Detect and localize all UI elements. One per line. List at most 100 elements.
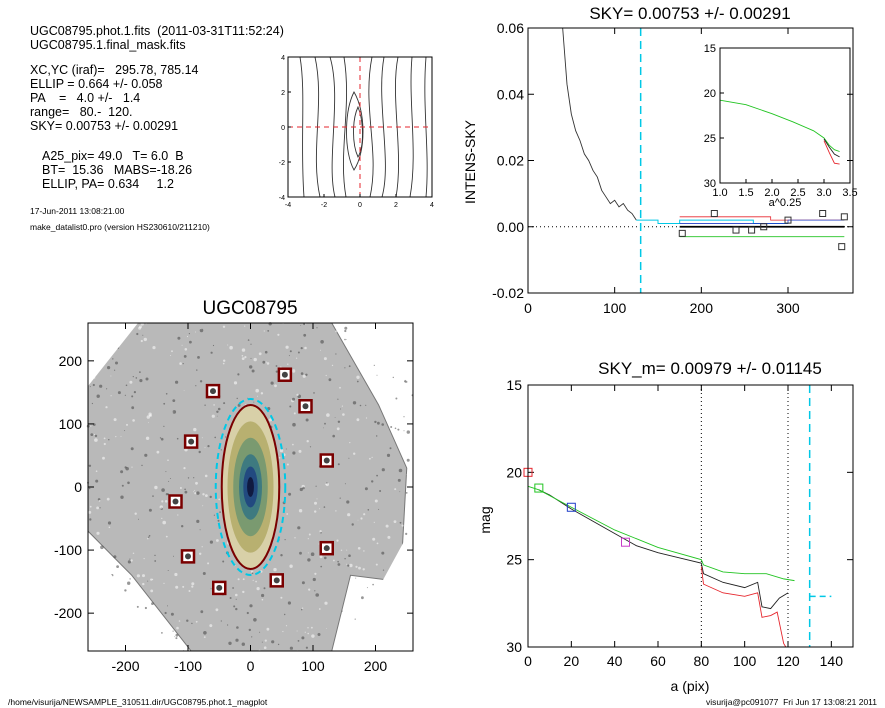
image-speckle <box>375 563 378 566</box>
image-speckle <box>186 335 189 338</box>
image-speckle <box>298 509 303 513</box>
image-speckle <box>147 538 149 540</box>
sky-ylabel: INTENS-SKY <box>462 119 478 204</box>
image-speckle <box>392 376 394 379</box>
image-star-core <box>188 438 195 445</box>
image-speckle <box>172 410 177 414</box>
image-speckle <box>167 605 168 607</box>
image-speckle <box>129 380 133 384</box>
image-speckle <box>251 369 255 373</box>
image-speckle <box>319 530 322 533</box>
image-speckle <box>154 485 158 490</box>
image-speckle <box>251 572 254 574</box>
image-speckle <box>365 417 368 419</box>
image-speckle <box>202 505 204 507</box>
image-speckle <box>129 558 131 560</box>
image-speckle <box>371 456 373 458</box>
image-galaxy-isophote <box>247 477 254 497</box>
image-speckle <box>334 417 336 418</box>
header-line-ellip-pa: ELLIP, PA= 0.634 1.2 <box>42 177 174 191</box>
image-speckle <box>367 509 370 511</box>
image-speckle <box>358 566 361 570</box>
image-speckle <box>106 559 108 561</box>
image-speckle <box>294 537 296 539</box>
image-speckle <box>121 484 124 487</box>
image-speckle <box>390 426 393 428</box>
image-speckle <box>95 470 98 472</box>
mag-xtick-label: 40 <box>607 653 623 669</box>
image-speckle <box>229 597 232 599</box>
image-speckle <box>147 602 150 605</box>
image-speckle <box>120 435 122 437</box>
image-speckle <box>344 483 346 485</box>
image-speckle <box>341 405 343 407</box>
image-speckle <box>103 437 106 440</box>
image-speckle <box>307 552 309 554</box>
image-speckle <box>385 524 389 528</box>
image-speckle <box>297 526 301 530</box>
contour-ytick-label: 4 <box>281 55 285 62</box>
image-speckle <box>210 588 212 590</box>
image-speckle <box>184 488 186 491</box>
image-speckle <box>184 348 188 351</box>
image-speckle <box>248 628 251 632</box>
image-speckle <box>177 514 179 516</box>
image-speckle <box>222 362 225 365</box>
image-speckle <box>274 384 277 388</box>
image-speckle <box>342 610 343 612</box>
image-speckle <box>301 607 304 609</box>
sky-ytick-label: 0.00 <box>497 219 524 235</box>
image-speckle <box>204 447 206 449</box>
image-speckle <box>315 485 317 487</box>
image-speckle <box>324 556 327 560</box>
image-speckle <box>124 394 126 396</box>
image-speckle <box>301 609 303 611</box>
image-speckle <box>197 356 200 359</box>
image-speckle <box>124 589 127 592</box>
image-speckle <box>399 491 401 493</box>
image-speckle <box>216 410 219 413</box>
image-speckle <box>355 577 357 579</box>
image-speckle <box>133 391 136 394</box>
contour-ticks: -4 -2 0 2 4 4 2 0 -2 -4 <box>279 55 434 209</box>
image-speckle <box>174 636 176 638</box>
image-speckle <box>148 508 152 512</box>
image-speckle <box>171 350 173 353</box>
image-speckle <box>236 626 239 629</box>
image-speckle <box>203 636 206 638</box>
image-speckle <box>307 558 311 562</box>
image-speckle <box>107 521 112 525</box>
image-ytick-label: 0 <box>74 479 82 495</box>
mag-xtick-label: 20 <box>564 653 580 669</box>
image-blank-corner <box>88 323 138 387</box>
image-speckle <box>93 433 95 436</box>
image-speckle <box>175 637 178 640</box>
image-speckle <box>176 437 179 440</box>
image-speckle <box>223 359 226 362</box>
image-speckle <box>376 474 378 477</box>
image-speckle <box>106 497 110 501</box>
image-speckle <box>249 604 253 608</box>
image-speckle <box>241 355 244 357</box>
image-speckle <box>89 505 92 508</box>
image-speckle <box>311 626 313 629</box>
image-speckle <box>210 351 213 354</box>
header-line-center: XC,YC (iraf)= 295.78, 785.14 <box>30 63 199 77</box>
image-speckle <box>257 395 258 397</box>
image-speckle <box>89 386 91 388</box>
image-speckle <box>143 613 145 615</box>
image-speckle <box>305 646 308 649</box>
image-speckle <box>377 421 380 425</box>
image-speckle <box>205 494 208 497</box>
image-speckle <box>287 601 291 605</box>
image-speckle <box>253 401 255 403</box>
image-speckle <box>207 445 210 448</box>
image-speckle <box>183 390 185 391</box>
image-speckle <box>131 406 135 410</box>
image-speckle <box>324 601 328 605</box>
sky-marker <box>748 226 756 234</box>
image-speckle <box>182 585 185 588</box>
image-ytick-label: -100 <box>54 542 82 558</box>
mag-xlabel: a (pix) <box>671 678 710 694</box>
sky-chart: SKY= 0.00753 +/- 0.00291 INTENS-SKY 0 100… <box>462 4 854 316</box>
